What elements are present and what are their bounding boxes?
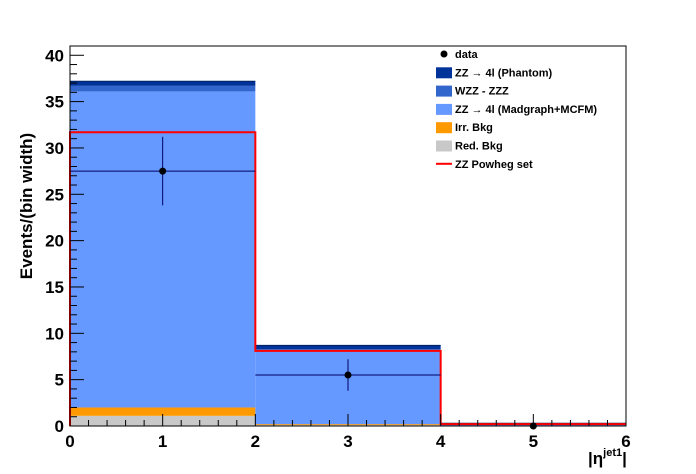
x-tick-label-1: 1 [158,432,167,451]
legend-label-3: ZZ → 4l (Madgraph+MCFM) [455,104,597,116]
legend-entry-4: Irr. Bkg [436,122,493,134]
legend-entry-1: ZZ → 4l (Phantom) [436,67,553,79]
y-tick-label-3: 15 [45,278,64,297]
x-axis-title: |ηjet1| [588,447,627,468]
stack-bar-3-bin-0 [70,85,256,92]
legend-swatch-4 [436,122,452,134]
stack-bar-4-bin-1 [255,345,441,350]
legend-label-6: ZZ Powheg set [455,159,533,171]
x-axis-title-base: |η [588,449,603,468]
legend-label-1: ZZ → 4l (Phantom) [455,67,553,79]
legend-label-2: WZZ - ZZZ [455,86,509,98]
x-tick-label-0: 0 [65,432,74,451]
legend-entry-0: data [440,49,479,61]
y-tick-label-0: 0 [55,417,64,436]
legend-label-0: data [455,49,479,61]
y-tick-label-4: 20 [45,232,64,251]
legend-marker-0 [440,50,448,58]
legend-entry-6: ZZ Powheg set [436,159,533,171]
legend: data ZZ → 4l (Phantom) WZZ - ZZZ ZZ → 4l (M… [436,49,597,171]
y-tick-label-1: 5 [55,371,64,390]
y-tick-label-2: 10 [45,324,64,343]
x-tick-label-4: 4 [436,432,446,451]
legend-swatch-1 [436,67,452,79]
y-axis-title: Events/(bin width) [17,133,36,279]
x-tick-label-3: 3 [343,432,352,451]
legend-label-4: Irr. Bkg [455,122,493,134]
y-tick-label-8: 40 [45,46,64,65]
x-tick-label-2: 2 [251,432,260,451]
y-tick-label-7: 35 [45,93,64,112]
legend-entry-2: WZZ - ZZZ [436,85,509,98]
y-tick-label-5: 25 [45,185,64,204]
x-axis-title-superscript: jet1 [602,447,622,459]
y-tick-label-6: 30 [45,139,64,158]
data-point-1 [344,371,352,379]
legend-swatch-2 [436,85,452,97]
axes: 0 1 2 3 4 5 6 0 5 10 15 20 25 30 35 40 [45,45,631,451]
legend-entry-3: ZZ → 4l (Madgraph+MCFM) [436,103,597,116]
x-axis-title-end: | [622,449,627,468]
x-tick-label-5: 5 [529,432,538,451]
legend-entry-5: Red. Bkg [436,140,503,153]
legend-swatch-5 [436,140,452,152]
legend-swatch-3 [436,103,452,115]
legend-label-5: Red. Bkg [455,141,503,153]
data-point-0 [159,167,167,175]
x-tick-label-6: 6 [621,432,630,451]
stack-bar-1-bin-0 [70,407,256,416]
stack-bar-4-bin-0 [70,81,256,86]
